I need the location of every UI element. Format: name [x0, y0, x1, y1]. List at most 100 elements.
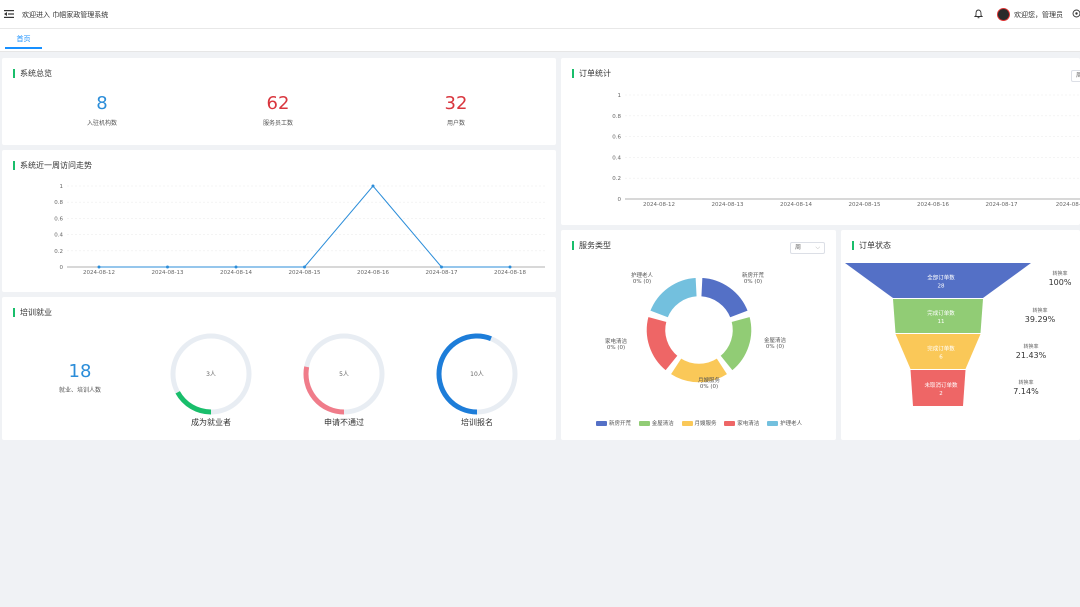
stat-label: 服务员工数: [262, 120, 293, 127]
funnel-rate-value: 7.14%: [1013, 387, 1039, 396]
funnel-rate-label: 转换率: [1018, 379, 1033, 386]
training-total-value: 18: [68, 361, 92, 382]
x-tick-label: 2024-08-17: [426, 270, 458, 276]
x-tick-label: 2024-08-16: [357, 270, 389, 276]
funnel-stage-label: 未取消订单数: [924, 381, 958, 389]
legend-item[interactable]: 家电清洁: [724, 419, 759, 427]
gauge-label-employed: 成为就业者: [191, 418, 231, 427]
donut-slice: [648, 276, 699, 320]
avatar[interactable]: [997, 8, 1010, 21]
overview-card: 系统总览 8 入驻机构数 62 服务员工数 32 用户数: [2, 58, 556, 145]
order-status-card: 订单状态 全部订单数 28 转换率 100% 完成订单数 11 转换率 39.29% 完成订单数…: [841, 230, 1080, 440]
gauge-label-signup: 培训报名: [461, 418, 493, 427]
legend-swatch: [681, 421, 693, 426]
legend-swatch: [724, 421, 736, 426]
settings-icon[interactable]: [1072, 9, 1080, 18]
legend-item[interactable]: 护理老人: [767, 419, 802, 427]
funnel-stage: [845, 263, 1031, 298]
stat-value: 8: [96, 93, 108, 114]
y-tick-label: 0.4: [54, 233, 63, 239]
stat-users: 32 用户数: [396, 93, 516, 128]
orders-title: 订单统计: [572, 69, 611, 78]
data-point: [440, 265, 443, 269]
legend-swatch: [767, 421, 779, 426]
slice-value: 0% (0): [607, 345, 625, 351]
data-point: [97, 265, 101, 269]
y-tick-label: 0.6: [54, 216, 63, 222]
gauge-value: 3人: [206, 371, 216, 378]
legend-label: 家电清洁: [737, 421, 760, 427]
funnel-rate-value: 39.29%: [1025, 315, 1056, 324]
stat-value: 62: [266, 93, 290, 114]
data-point: [234, 265, 238, 269]
stat-label: 入驻机构数: [86, 120, 117, 127]
training-title: 培训就业: [13, 308, 52, 317]
training-gauges: 3人 5人 10人: [170, 333, 518, 415]
x-tick-label: 2024-08-1: [1056, 202, 1080, 208]
funnel-stage: [895, 334, 981, 369]
bell-icon[interactable]: [974, 9, 983, 19]
training-total-label: 就业、培训人数: [58, 387, 101, 394]
x-tick-label: 2024-08-13: [152, 270, 184, 276]
slice-value: 0% (0): [633, 279, 651, 285]
y-tick-label: 0: [60, 265, 64, 271]
x-tick-label: 2024-08-16: [917, 202, 949, 208]
y-tick-label: 1: [60, 184, 64, 190]
slice-label: 金屋清洁: [764, 336, 787, 344]
x-tick-label: 2024-08-18: [494, 270, 526, 276]
legend-swatch: [638, 421, 650, 426]
x-tick-label: 2024-08-14: [220, 270, 252, 276]
stat-institutions: 8 入驻机构数: [42, 93, 162, 128]
legend-item[interactable]: 金屋清洁: [638, 419, 674, 427]
top-bar: 欢迎进入 巾帼家政管理系统 欢迎您，管理员: [0, 0, 1080, 29]
slice-value: 0% (0): [766, 344, 784, 350]
service-legend: 新房开荒 金屋清洁 月嫂服务 家电清洁 护理老人: [596, 419, 808, 427]
series-line: [99, 185, 510, 268]
x-tick-label: 2024-08-17: [986, 202, 1018, 208]
stat-staff: 62 服务员工数: [218, 93, 338, 128]
stat-value: 32: [444, 93, 468, 114]
x-tick-label: 2024-08-15: [849, 202, 881, 208]
funnel-stage-value: 2: [939, 391, 943, 397]
service-period-select[interactable]: 周 ⌵: [790, 242, 825, 254]
x-tick-label: 2024-08-14: [780, 202, 812, 208]
data-point: [371, 184, 375, 188]
funnel-stage-value: 11: [938, 319, 945, 325]
funnel-rate-label: 转换率: [1032, 307, 1047, 314]
x-tick-label: 2024-08-15: [289, 270, 321, 276]
slice-value: 0% (0): [744, 279, 762, 285]
funnel-rate-label: 转换率: [1052, 270, 1067, 277]
legend-item[interactable]: 月嫂服务: [681, 419, 717, 427]
x-tick-label: 2024-08-13: [712, 202, 744, 208]
menu-fold-icon[interactable]: [4, 9, 14, 19]
legend-item[interactable]: 新房开荒: [596, 419, 631, 427]
gauge-value: 5人: [339, 371, 349, 378]
service-types-card: 服务类型 周 ⌵ 新房开荒 0% (0) 金屋清洁 0% (0) 月嫂服务 0% (0) 家…: [561, 230, 836, 440]
tab-home[interactable]: 首页: [5, 29, 42, 49]
y-tick-label: 0.8: [612, 114, 621, 120]
funnel-stage-label: 完成订单数: [927, 309, 955, 317]
funnel-stage-label: 全部订单数: [927, 274, 955, 282]
slice-label: 家电清洁: [605, 337, 628, 345]
legend-label: 护理老人: [780, 421, 803, 427]
funnel-rate-value: 21.43%: [1016, 351, 1047, 360]
y-tick-label: 1: [618, 93, 622, 99]
y-tick-label: 0.2: [612, 176, 621, 182]
legend-swatch: [596, 421, 607, 426]
orders-period-select[interactable]: 周: [1071, 70, 1080, 82]
service-types-title: 服务类型: [572, 241, 611, 250]
y-tick-label: 0.4: [612, 155, 621, 161]
user-greeting[interactable]: 欢迎您，管理员: [1014, 11, 1063, 19]
slice-label: 月嫂服务: [698, 376, 721, 384]
legend-label: 月嫂服务: [694, 421, 717, 427]
data-point: [303, 265, 306, 269]
chevron-down-icon: ⌵: [815, 244, 820, 251]
funnel-rate-label: 转换率: [1023, 343, 1038, 350]
donut-slice: [645, 315, 680, 373]
slice-label: 护理老人: [631, 271, 654, 279]
gauge-label-rejected: 申请不通过: [324, 418, 364, 427]
data-point: [508, 265, 512, 269]
donut-slice: [668, 356, 730, 384]
slice-label: 新房开荒: [742, 271, 765, 279]
funnel-stage-value: 6: [939, 355, 943, 361]
